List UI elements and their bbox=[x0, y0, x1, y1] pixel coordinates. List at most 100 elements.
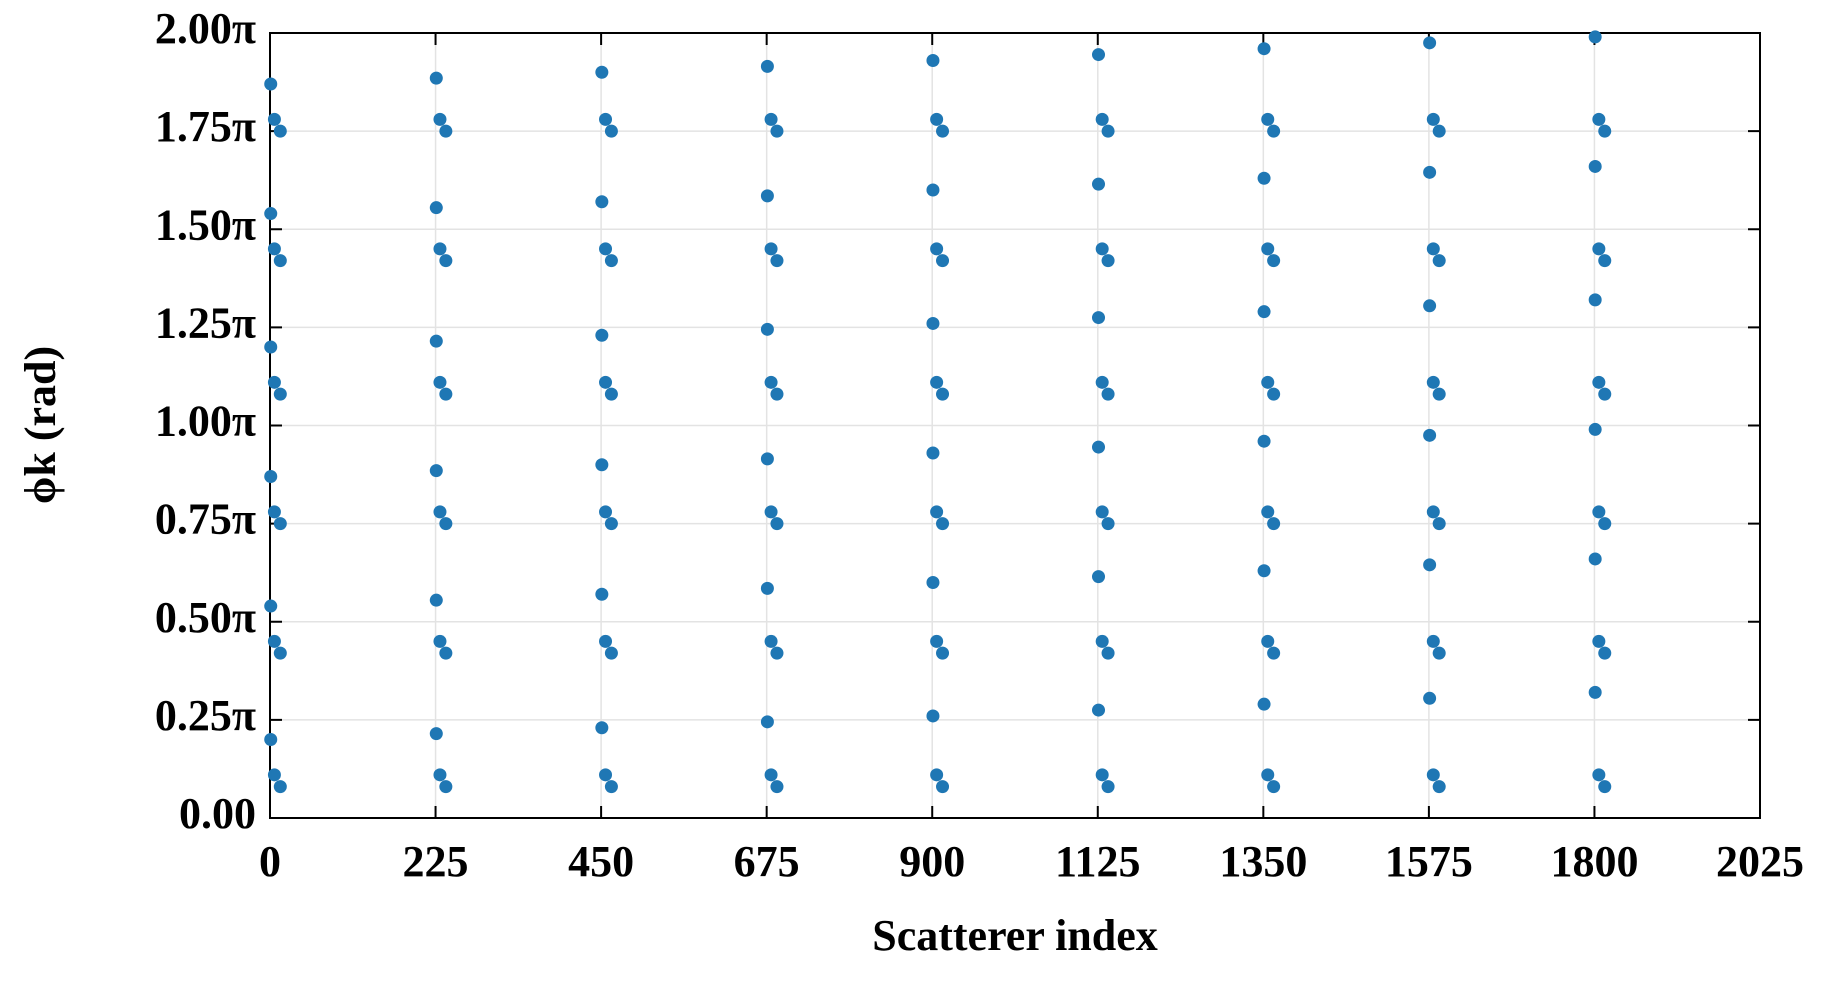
scatter-point bbox=[770, 254, 784, 268]
scatter-point bbox=[1092, 703, 1106, 717]
scatter-point bbox=[1267, 780, 1281, 794]
y-tick-label: 1.25π bbox=[155, 298, 256, 347]
scatter-point bbox=[770, 387, 784, 401]
scatter-point bbox=[760, 715, 774, 729]
scatter-point bbox=[433, 242, 447, 256]
scatter-point bbox=[595, 721, 609, 735]
scatter-point bbox=[764, 768, 778, 782]
y-tick-label: 1.00π bbox=[155, 397, 256, 446]
scatter-point bbox=[599, 505, 613, 519]
scatter-point bbox=[930, 242, 944, 256]
y-tick-label: 1.75π bbox=[155, 102, 256, 151]
scatter-point bbox=[595, 328, 609, 342]
scatter-point bbox=[1101, 124, 1115, 138]
scatter-point bbox=[439, 780, 453, 794]
x-tick-label: 225 bbox=[403, 837, 469, 886]
x-tick-label: 1350 bbox=[1219, 837, 1307, 886]
scatter-point bbox=[1261, 768, 1275, 782]
scatter-point bbox=[1598, 124, 1612, 138]
scatter-point bbox=[1426, 112, 1440, 126]
scatter-point bbox=[1598, 387, 1612, 401]
scatter-point bbox=[429, 464, 443, 478]
scatter-point bbox=[930, 375, 944, 389]
scatter-point bbox=[433, 505, 447, 519]
scatter-point bbox=[264, 733, 278, 746]
scatter-point bbox=[764, 634, 778, 648]
scatter-point bbox=[1261, 242, 1275, 256]
x-axis-label: Scatterer index bbox=[872, 911, 1158, 960]
scatter-point bbox=[1432, 387, 1446, 401]
scatter-point bbox=[1257, 434, 1271, 448]
scatter-point bbox=[1426, 634, 1440, 648]
scatter-point bbox=[760, 452, 774, 466]
x-tick-label: 1800 bbox=[1550, 837, 1638, 886]
scatter-point bbox=[1261, 634, 1275, 648]
scatter-point bbox=[930, 505, 944, 519]
scatter-point bbox=[760, 189, 774, 203]
x-tick-label: 0 bbox=[259, 837, 281, 886]
scatter-point bbox=[936, 387, 950, 401]
scatter-point bbox=[599, 242, 613, 256]
scatter-point bbox=[1432, 254, 1446, 268]
scatter-point bbox=[1257, 305, 1271, 319]
scatter-point bbox=[429, 593, 443, 607]
scatter-point bbox=[1432, 517, 1446, 531]
y-tick-label: 0.00 bbox=[179, 789, 256, 838]
scatter-point bbox=[1101, 646, 1115, 660]
scatter-point bbox=[1588, 685, 1602, 699]
scatter-point bbox=[595, 65, 609, 79]
scatter-point bbox=[770, 124, 784, 138]
scatter-point bbox=[1598, 517, 1612, 531]
scatter-point bbox=[439, 254, 453, 268]
scatter-point bbox=[1588, 422, 1602, 436]
scatter-point bbox=[926, 576, 940, 589]
scatter-point bbox=[1426, 505, 1440, 519]
scatter-point bbox=[604, 517, 618, 531]
scatter-point bbox=[1261, 375, 1275, 389]
scatter-point bbox=[930, 768, 944, 782]
scatter-point bbox=[926, 316, 940, 330]
scatter-point bbox=[264, 599, 278, 613]
scatter-point bbox=[433, 768, 447, 782]
scatter-point bbox=[273, 254, 287, 268]
scatter-point bbox=[604, 124, 618, 138]
plot-frame bbox=[269, 32, 1761, 819]
scatter-point bbox=[1592, 768, 1606, 782]
x-tick-label: 2025 bbox=[1716, 837, 1804, 886]
scatter-point bbox=[1423, 165, 1437, 179]
scatter-point bbox=[760, 59, 774, 73]
scatter-point bbox=[1092, 440, 1106, 454]
scatter-point bbox=[429, 727, 443, 741]
scatter-point bbox=[1588, 159, 1602, 173]
x-tick-label: 450 bbox=[568, 837, 634, 886]
scatter-point bbox=[433, 112, 447, 126]
scatter-point bbox=[1592, 112, 1606, 126]
scatter-point bbox=[1588, 30, 1602, 44]
scatter-point bbox=[439, 387, 453, 401]
scatter-point bbox=[1423, 428, 1437, 442]
scatter-point bbox=[1101, 517, 1115, 531]
x-tick-label: 675 bbox=[734, 837, 800, 886]
scatter-point bbox=[264, 77, 278, 91]
scatter-point bbox=[1101, 387, 1115, 401]
scatter-point bbox=[764, 505, 778, 519]
scatter-point bbox=[926, 709, 940, 723]
scatter-point bbox=[1095, 634, 1109, 648]
scatter-point bbox=[1598, 780, 1612, 794]
scatter-point bbox=[1592, 634, 1606, 648]
scatter-point bbox=[936, 780, 950, 794]
y-tick-label: 0.50π bbox=[155, 593, 256, 642]
y-axis-label: ϕk (rad) bbox=[16, 346, 65, 504]
scatter-point bbox=[1095, 242, 1109, 256]
scatter-point bbox=[267, 112, 281, 126]
scatter-point bbox=[267, 505, 281, 519]
scatter-point bbox=[1426, 242, 1440, 256]
scatter-point bbox=[936, 517, 950, 531]
scatter-point bbox=[770, 780, 784, 794]
scatter-point bbox=[936, 254, 950, 268]
scatter-point bbox=[595, 587, 609, 601]
scatter-point bbox=[1423, 558, 1437, 572]
scatter-point bbox=[599, 634, 613, 648]
scatter-point bbox=[1092, 311, 1106, 325]
